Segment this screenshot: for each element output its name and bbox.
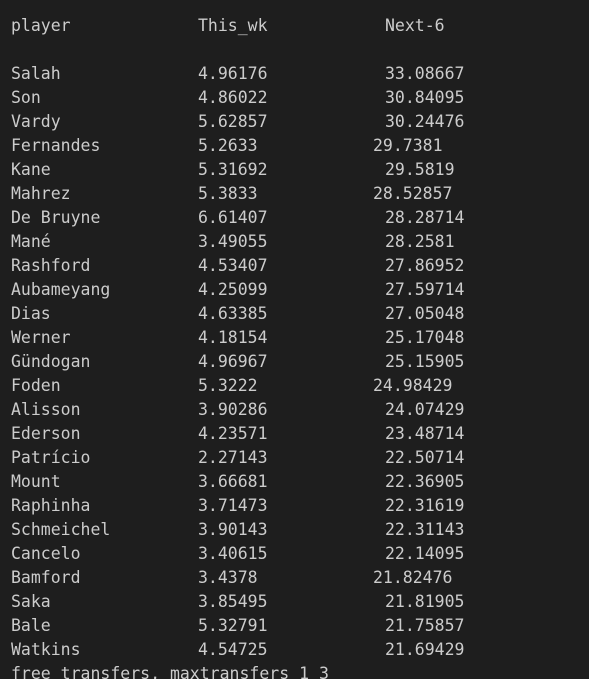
this-wk-value: 6.61407 [198,208,268,227]
next-6-value: 21.69429 [385,640,465,659]
player-name: Rashford [11,256,91,275]
this-wk-value: 4.96176 [198,64,268,83]
player-name: Mahrez [11,184,71,203]
player-name: Raphinha [11,496,91,515]
next-6-value: 28.52857 [373,184,453,203]
next-6-value: 22.50714 [385,448,465,467]
this-wk-value: 4.63385 [198,304,268,323]
this-wk-value: 4.23571 [198,424,268,443]
this-wk-value: 5.31692 [198,160,268,179]
next-6-value: 24.98429 [373,376,453,395]
player-name: Son [11,88,41,107]
player-name: Mané [11,232,51,251]
this-wk-value: 3.40615 [198,544,268,563]
this-wk-value: 2.27143 [198,448,268,467]
this-wk-value: 3.85495 [198,592,268,611]
next-6-value: 25.15905 [385,352,465,371]
player-name: Mount [11,472,61,491]
this-wk-value: 5.62857 [198,112,268,131]
this-wk-value: 4.96967 [198,352,268,371]
player-name: Dias [11,304,51,323]
this-wk-value: 5.32791 [198,616,268,635]
next-6-value: 29.5819 [385,160,455,179]
this-wk-value: 3.71473 [198,496,268,515]
this-wk-value: 4.18154 [198,328,268,347]
header-this-wk: This_wk [198,16,268,35]
next-6-value: 21.82476 [373,568,453,587]
player-name: Ederson [11,424,81,443]
next-6-value: 27.05048 [385,304,465,323]
next-6-value: 30.24476 [385,112,465,131]
this-wk-value: 4.53407 [198,256,268,275]
next-6-value: 28.2581 [385,232,455,251]
this-wk-value: 5.3833 [198,184,258,203]
next-6-value: 33.08667 [385,64,465,83]
player-name: Salah [11,64,61,83]
this-wk-value: 4.86022 [198,88,268,107]
player-name: Patrício [11,448,91,467]
player-name: Bale [11,616,51,635]
player-name: Aubameyang [11,280,111,299]
footer-text: free transfers, maxtransfers 1 3 [11,664,329,679]
header-row: player This_wk Next-6 [0,14,445,38]
next-6-value: 21.81905 [385,592,465,611]
next-6-value: 22.31619 [385,496,465,515]
player-name: Kane [11,160,51,179]
player-name: Vardy [11,112,61,131]
header-player: player [11,16,71,35]
next-6-value: 22.36905 [385,472,465,491]
player-name: Gündogan [11,352,91,371]
next-6-value: 21.75857 [385,616,465,635]
header-next-6: Next-6 [385,16,445,35]
player-name: Foden [11,376,61,395]
player-name: Watkins [11,640,81,659]
this-wk-value: 5.2633 [198,136,258,155]
player-name: Schmeichel [11,520,111,539]
this-wk-value: 5.3222 [198,376,258,395]
player-name: Cancelo [11,544,81,563]
next-6-value: 27.86952 [385,256,465,275]
this-wk-value: 3.90286 [198,400,268,419]
next-6-value: 23.48714 [385,424,465,443]
next-6-value: 24.07429 [385,400,465,419]
this-wk-value: 4.54725 [198,640,268,659]
this-wk-value: 3.49055 [198,232,268,251]
next-6-value: 30.84095 [385,88,465,107]
player-name: Saka [11,592,51,611]
next-6-value: 29.7381 [373,136,443,155]
player-name: De Bruyne [11,208,101,227]
this-wk-value: 3.4378 [198,568,258,587]
player-name: Werner [11,328,71,347]
next-6-value: 27.59714 [385,280,465,299]
this-wk-value: 4.25099 [198,280,268,299]
next-6-value: 25.17048 [385,328,465,347]
player-name: Fernandes [11,136,101,155]
this-wk-value: 3.90143 [198,520,268,539]
player-name: Alisson [11,400,81,419]
this-wk-value: 3.66681 [198,472,268,491]
player-name: Bamford [11,568,81,587]
next-6-value: 22.14095 [385,544,465,563]
next-6-value: 28.28714 [385,208,465,227]
next-6-value: 22.31143 [385,520,465,539]
